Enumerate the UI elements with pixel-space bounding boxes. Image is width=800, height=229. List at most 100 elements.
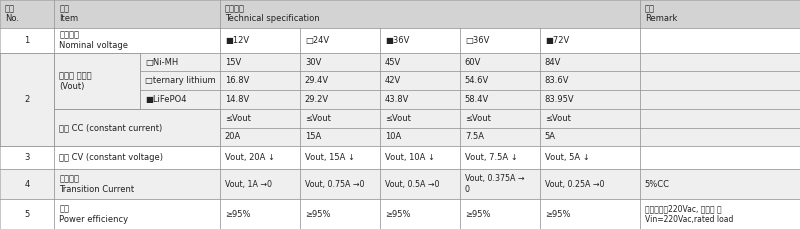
- Bar: [540, 169, 640, 199]
- Text: 15A: 15A: [305, 132, 321, 142]
- Text: 1: 1: [25, 36, 30, 45]
- Text: ≤Vout: ≤Vout: [545, 114, 570, 123]
- Text: Vout, 20A ↓: Vout, 20A ↓: [225, 153, 275, 162]
- Bar: [460, 53, 540, 71]
- Text: 转换电流
Transition Current: 转换电流 Transition Current: [59, 174, 134, 194]
- Bar: [300, 109, 380, 128]
- Text: ≤Vout: ≤Vout: [225, 114, 250, 123]
- Text: 84V: 84V: [545, 58, 561, 67]
- Text: ≤Vout: ≤Vout: [305, 114, 330, 123]
- Bar: [540, 53, 640, 71]
- Bar: [220, 90, 300, 109]
- Bar: [220, 169, 300, 199]
- Text: 14.8V: 14.8V: [225, 95, 249, 104]
- Text: □ternary lithium: □ternary lithium: [145, 76, 215, 85]
- Text: ≥95%: ≥95%: [305, 210, 330, 218]
- Bar: [300, 53, 380, 71]
- Bar: [54, 169, 220, 199]
- Text: 83.95V: 83.95V: [545, 95, 574, 104]
- Text: Vout, 0.25A →0: Vout, 0.25A →0: [545, 180, 604, 188]
- Text: 42V: 42V: [385, 76, 401, 85]
- Bar: [0, 27, 54, 53]
- Bar: [0, 53, 54, 146]
- Text: Vout, 0.375A →
0: Vout, 0.375A → 0: [465, 174, 524, 194]
- Bar: [540, 128, 640, 146]
- Bar: [460, 199, 540, 229]
- Text: 7.5A: 7.5A: [465, 132, 484, 142]
- Text: ≤Vout: ≤Vout: [465, 114, 490, 123]
- Text: 恒压 CV (constant voltage): 恒压 CV (constant voltage): [59, 153, 163, 162]
- Text: 83.6V: 83.6V: [545, 76, 570, 85]
- Text: ≥95%: ≥95%: [465, 210, 490, 218]
- Text: 60V: 60V: [465, 58, 481, 67]
- Bar: [140, 53, 220, 71]
- Bar: [0, 169, 54, 199]
- Bar: [640, 0, 800, 27]
- Text: Vout, 0.75A →0: Vout, 0.75A →0: [305, 180, 364, 188]
- Text: 输入电压＝220Vac, 额定负 载
Vin=220Vac,rated load: 输入电压＝220Vac, 额定负 载 Vin=220Vac,rated load: [645, 204, 733, 224]
- Bar: [460, 27, 540, 53]
- Text: 30V: 30V: [305, 58, 321, 67]
- Bar: [460, 169, 540, 199]
- Text: Vout, 1A →0: Vout, 1A →0: [225, 180, 272, 188]
- Bar: [380, 109, 460, 128]
- Text: ≥95%: ≥95%: [385, 210, 410, 218]
- Text: 标称电压
Nominal voltage: 标称电压 Nominal voltage: [59, 30, 128, 50]
- Text: Vout, 10A ↓: Vout, 10A ↓: [385, 153, 435, 162]
- Text: □Ni-MH: □Ni-MH: [145, 58, 178, 67]
- Text: 10A: 10A: [385, 132, 401, 142]
- Bar: [140, 71, 220, 90]
- Bar: [54, 199, 220, 229]
- Text: 技术参数
Technical specification: 技术参数 Technical specification: [225, 4, 319, 24]
- Bar: [220, 146, 300, 169]
- Text: 5%CC: 5%CC: [645, 180, 670, 188]
- Text: Vout, 5A ↓: Vout, 5A ↓: [545, 153, 590, 162]
- Bar: [540, 146, 640, 169]
- Bar: [380, 169, 460, 199]
- Bar: [380, 199, 460, 229]
- Bar: [640, 27, 800, 53]
- Bar: [640, 199, 800, 229]
- Bar: [540, 199, 640, 229]
- Text: ■12V: ■12V: [225, 36, 249, 45]
- Text: 15V: 15V: [225, 58, 241, 67]
- Text: ≥95%: ≥95%: [545, 210, 570, 218]
- Bar: [300, 90, 380, 109]
- Text: 项目
Item: 项目 Item: [59, 4, 78, 24]
- Text: 备注
Remark: 备注 Remark: [645, 4, 677, 24]
- Text: 序号
No.: 序号 No.: [5, 4, 19, 24]
- Bar: [0, 0, 54, 27]
- Bar: [460, 71, 540, 90]
- Bar: [460, 128, 540, 146]
- Bar: [220, 27, 300, 53]
- Text: ■72V: ■72V: [545, 36, 569, 45]
- Bar: [140, 90, 220, 109]
- Bar: [540, 90, 640, 109]
- Text: 3: 3: [25, 153, 30, 162]
- Bar: [380, 146, 460, 169]
- Bar: [220, 0, 640, 27]
- Bar: [380, 128, 460, 146]
- Text: Vout, 0.5A →0: Vout, 0.5A →0: [385, 180, 439, 188]
- Bar: [380, 90, 460, 109]
- Bar: [300, 199, 380, 229]
- Bar: [0, 146, 54, 169]
- Bar: [300, 146, 380, 169]
- Bar: [640, 169, 800, 199]
- Bar: [640, 109, 800, 128]
- Bar: [300, 71, 380, 90]
- Text: ≤Vout: ≤Vout: [385, 114, 410, 123]
- Bar: [640, 71, 800, 90]
- Bar: [220, 128, 300, 146]
- Bar: [54, 53, 140, 109]
- Text: 29.4V: 29.4V: [305, 76, 329, 85]
- Bar: [54, 0, 220, 27]
- Text: 54.6V: 54.6V: [465, 76, 489, 85]
- Bar: [54, 146, 220, 169]
- Bar: [300, 27, 380, 53]
- Bar: [460, 146, 540, 169]
- Bar: [640, 90, 800, 109]
- Bar: [460, 90, 540, 109]
- Bar: [540, 27, 640, 53]
- Bar: [640, 128, 800, 146]
